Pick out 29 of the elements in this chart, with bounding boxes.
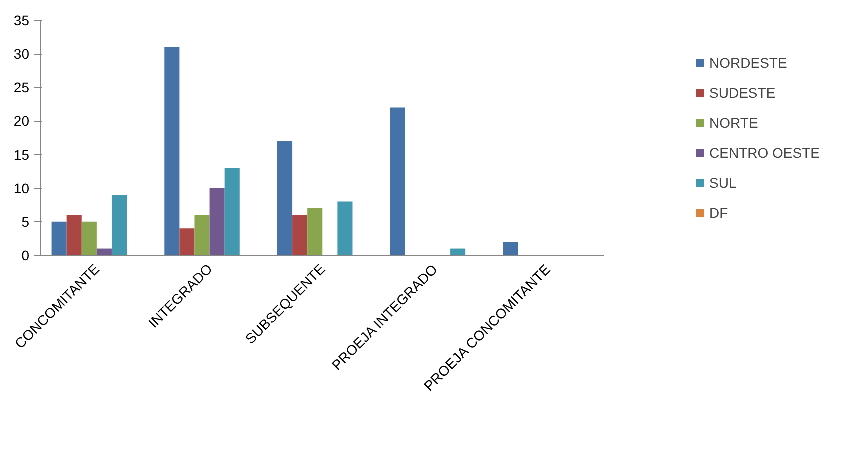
bar <box>390 108 406 256</box>
bar <box>52 222 67 256</box>
legend-label: NORTE <box>710 114 758 130</box>
bar <box>292 215 308 256</box>
legend-label: CENTRO OESTE <box>710 144 820 160</box>
bar <box>278 141 293 256</box>
legend-label: SUDESTE <box>710 84 776 100</box>
y-tick-label: 0 <box>22 248 30 264</box>
y-tick-label: 30 <box>14 46 30 62</box>
bar <box>180 228 195 256</box>
bar <box>503 242 518 256</box>
y-tick-label: 10 <box>14 180 30 196</box>
bar <box>164 47 180 256</box>
y-tick-label: 25 <box>14 80 30 96</box>
y-tick-label: 5 <box>22 214 30 230</box>
bar <box>224 168 240 256</box>
legend-label: DF <box>710 204 730 220</box>
bar <box>194 215 210 256</box>
legend-label: SUL <box>710 174 737 190</box>
y-tick-label: 15 <box>14 146 30 163</box>
bar <box>308 208 323 256</box>
legend-label: NORDESTE <box>710 54 788 70</box>
bar <box>66 215 82 256</box>
bar <box>82 222 97 256</box>
bar <box>338 202 353 256</box>
bar <box>210 188 225 256</box>
y-tick-label: 20 <box>14 113 30 130</box>
y-tick-label: 35 <box>14 12 30 28</box>
bar <box>112 195 128 256</box>
